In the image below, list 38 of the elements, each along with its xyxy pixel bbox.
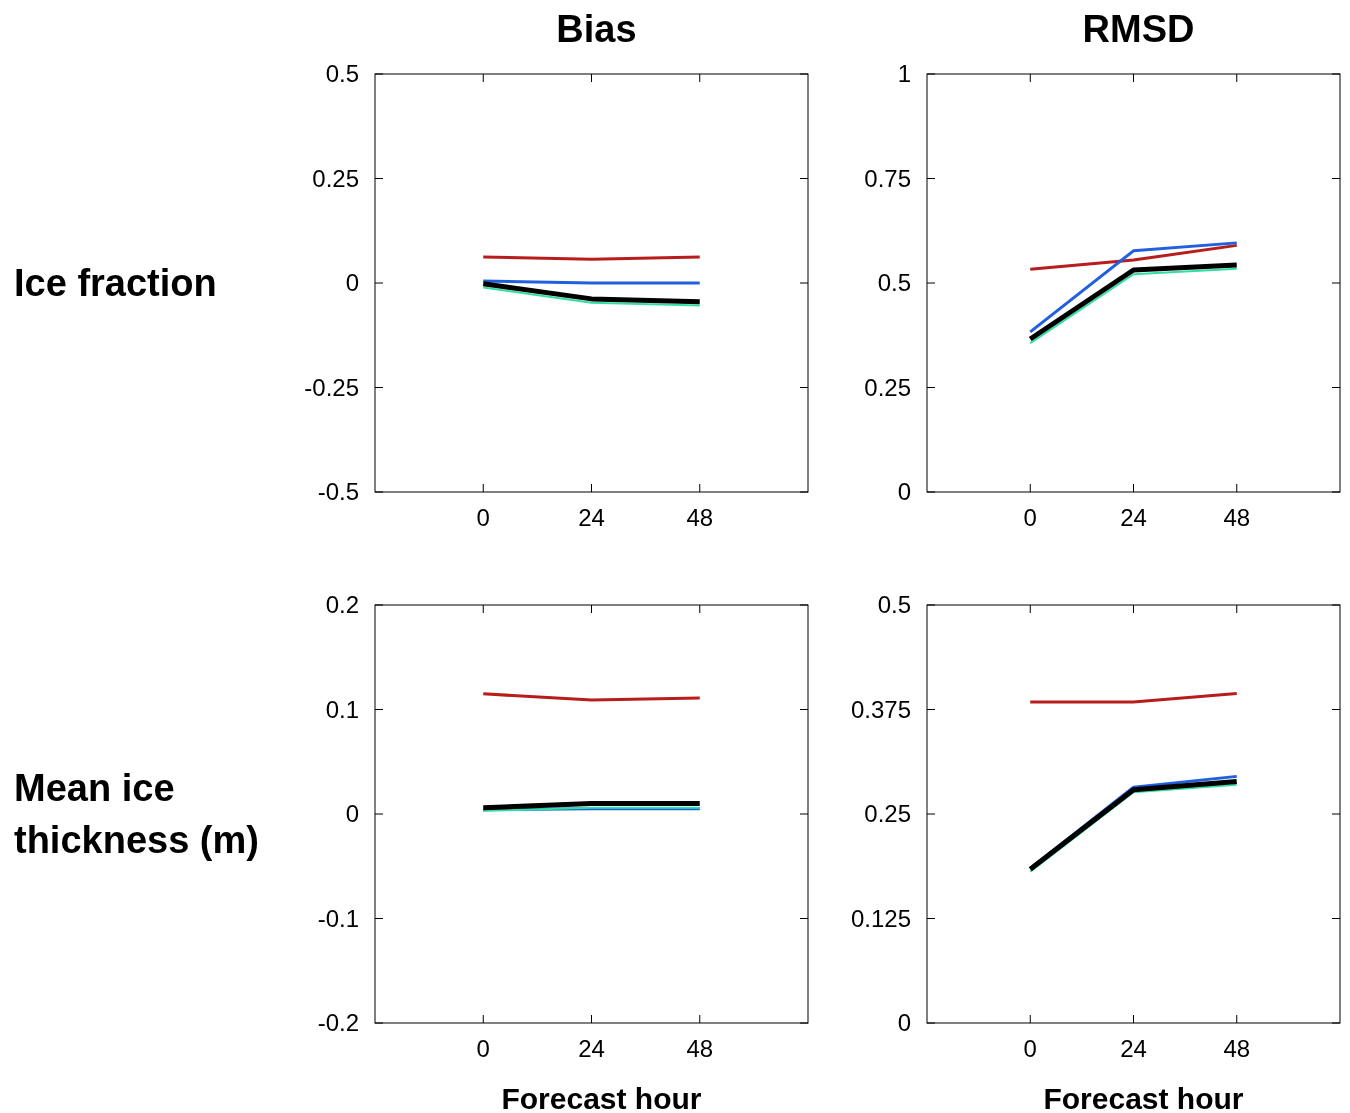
y-tick-label: 0.25 [864, 373, 911, 401]
x-tick-label: 48 [1223, 1035, 1251, 1062]
chart-title: Bias [556, 8, 637, 50]
x-tick-label: 24 [578, 1035, 605, 1062]
y-tick-label: 0.2 [325, 591, 359, 619]
y-tick-label: -0.5 [317, 478, 359, 506]
y-tick-label: -0.2 [317, 1009, 359, 1037]
x-tick-label: 24 [578, 504, 605, 531]
x-tick-label: 24 [1120, 1035, 1147, 1062]
y-tick-label: 1 [897, 60, 911, 88]
y-tick-label: 0.375 [850, 695, 911, 723]
y-tick-label: 0 [897, 1009, 911, 1037]
y-tick-label: 0.125 [850, 904, 911, 932]
x-axis-title: Forecast hour [1043, 1082, 1244, 1113]
x-tick-label: 0 [1023, 504, 1037, 531]
y-tick-label: 0 [345, 269, 359, 297]
y-tick-label: 0.5 [877, 591, 911, 619]
y-tick-label: -0.25 [304, 373, 359, 401]
x-tick-label: 48 [1223, 504, 1251, 531]
y-tick-label: 0.5 [877, 269, 911, 297]
x-tick-label: 48 [686, 1035, 714, 1062]
x-tick-label: 0 [476, 504, 490, 531]
y-tick-label: 0 [345, 800, 359, 828]
y-tick-label: 0.25 [864, 800, 911, 828]
y-tick-label: 0.75 [864, 164, 911, 192]
y-tick-label: 0.5 [325, 60, 359, 88]
x-tick-label: 24 [1120, 504, 1147, 531]
y-tick-label: -0.1 [317, 904, 359, 932]
y-tick-label: 0.25 [312, 164, 359, 192]
x-tick-label: 0 [476, 1035, 490, 1062]
y-tick-label: 0 [897, 478, 911, 506]
y-axis-title: Mean ice thickness (m) [14, 767, 259, 862]
x-axis-title: Forecast hour [501, 1082, 702, 1113]
chart-title: RMSD [1082, 8, 1195, 50]
x-tick-label: 48 [686, 504, 714, 531]
y-axis-title: Ice fraction [14, 262, 217, 305]
x-tick-label: 0 [1023, 1035, 1037, 1062]
y-tick-label: 0.1 [325, 695, 359, 723]
